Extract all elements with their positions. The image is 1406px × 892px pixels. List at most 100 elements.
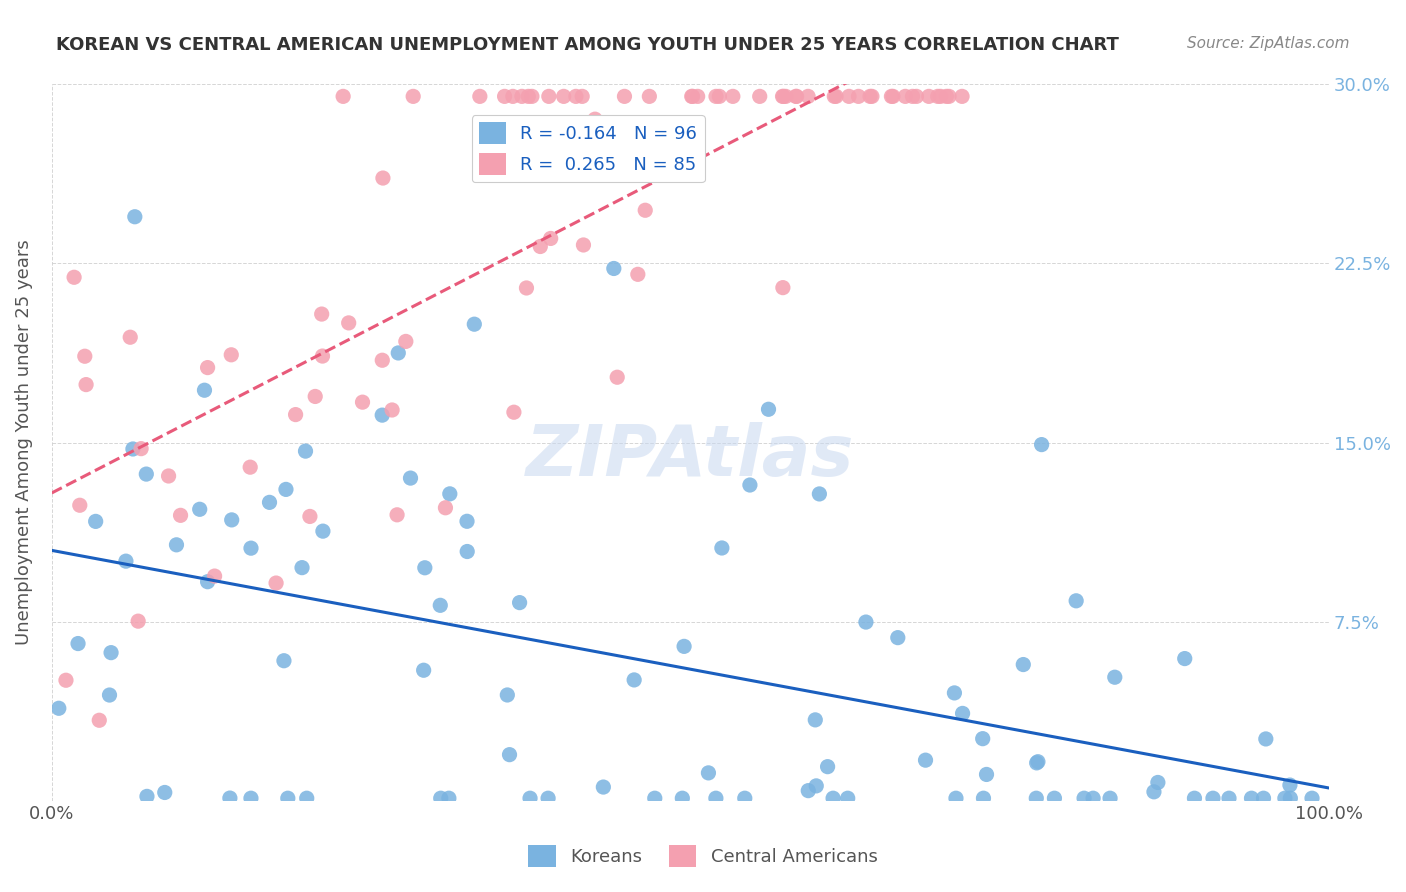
- Point: [623, 673, 645, 687]
- Point: [673, 640, 696, 654]
- Point: [295, 791, 318, 805]
- Point: [823, 89, 845, 103]
- Point: [1073, 791, 1095, 805]
- Text: ZIPAtlas: ZIPAtlas: [526, 422, 855, 491]
- Point: [537, 89, 560, 103]
- Point: [644, 791, 666, 805]
- Point: [860, 89, 883, 103]
- Point: [304, 389, 326, 403]
- Point: [1043, 791, 1066, 805]
- Point: [371, 171, 394, 186]
- Point: [157, 469, 180, 483]
- Point: [264, 576, 287, 591]
- Point: [294, 444, 316, 458]
- Y-axis label: Unemployment Among Youth under 25 years: Unemployment Among Youth under 25 years: [15, 240, 32, 646]
- Point: [468, 89, 491, 103]
- Point: [565, 89, 588, 103]
- Point: [704, 89, 727, 103]
- Point: [221, 513, 243, 527]
- Point: [817, 759, 839, 773]
- Point: [1253, 791, 1275, 805]
- Point: [572, 238, 595, 252]
- Point: [434, 500, 457, 515]
- Point: [98, 688, 121, 702]
- Point: [1143, 785, 1166, 799]
- Point: [204, 569, 226, 583]
- Point: [918, 89, 941, 103]
- Legend: Koreans, Central Americans: Koreans, Central Americans: [522, 838, 884, 874]
- Point: [772, 89, 794, 103]
- Point: [332, 89, 354, 103]
- Point: [837, 791, 859, 805]
- Point: [412, 663, 434, 677]
- Point: [337, 316, 360, 330]
- Point: [603, 261, 626, 276]
- Point: [1254, 731, 1277, 746]
- Point: [503, 405, 526, 419]
- Point: [709, 89, 731, 103]
- Point: [371, 353, 394, 368]
- Point: [855, 615, 877, 629]
- Point: [823, 791, 845, 805]
- Point: [681, 89, 703, 103]
- Point: [976, 767, 998, 781]
- Point: [494, 89, 516, 103]
- Point: [311, 349, 333, 363]
- Point: [686, 89, 709, 103]
- Point: [69, 498, 91, 512]
- Legend: R = -0.164   N = 96, R =  0.265   N = 85: R = -0.164 N = 96, R = 0.265 N = 85: [471, 115, 704, 183]
- Point: [127, 614, 149, 628]
- Point: [1274, 791, 1296, 805]
- Point: [825, 89, 848, 103]
- Point: [806, 779, 828, 793]
- Point: [463, 317, 485, 331]
- Point: [682, 89, 704, 103]
- Point: [905, 89, 928, 103]
- Point: [1301, 791, 1323, 805]
- Point: [219, 348, 242, 362]
- Point: [439, 487, 461, 501]
- Point: [1081, 791, 1104, 805]
- Point: [540, 231, 562, 245]
- Point: [166, 538, 188, 552]
- Point: [797, 783, 820, 797]
- Point: [1012, 657, 1035, 672]
- Point: [385, 508, 408, 522]
- Point: [115, 554, 138, 568]
- Point: [621, 160, 644, 174]
- Point: [901, 89, 924, 103]
- Point: [935, 89, 957, 103]
- Point: [1218, 791, 1240, 805]
- Point: [529, 239, 551, 253]
- Point: [136, 789, 159, 804]
- Point: [135, 467, 157, 481]
- Point: [758, 402, 780, 417]
- Text: Source: ZipAtlas.com: Source: ZipAtlas.com: [1187, 36, 1350, 51]
- Point: [938, 89, 960, 103]
- Point: [1279, 791, 1302, 805]
- Point: [859, 89, 882, 103]
- Point: [84, 515, 107, 529]
- Point: [1099, 791, 1122, 805]
- Point: [73, 349, 96, 363]
- Point: [515, 281, 537, 295]
- Point: [721, 89, 744, 103]
- Point: [456, 514, 478, 528]
- Point: [55, 673, 77, 688]
- Point: [193, 383, 215, 397]
- Point: [456, 544, 478, 558]
- Point: [153, 785, 176, 799]
- Point: [848, 89, 870, 103]
- Point: [808, 487, 831, 501]
- Point: [1025, 791, 1047, 805]
- Point: [284, 408, 307, 422]
- Point: [502, 89, 524, 103]
- Point: [772, 89, 794, 103]
- Point: [520, 89, 543, 103]
- Point: [100, 646, 122, 660]
- Point: [399, 471, 422, 485]
- Point: [197, 574, 219, 589]
- Point: [613, 89, 636, 103]
- Point: [914, 753, 936, 767]
- Point: [1025, 756, 1047, 770]
